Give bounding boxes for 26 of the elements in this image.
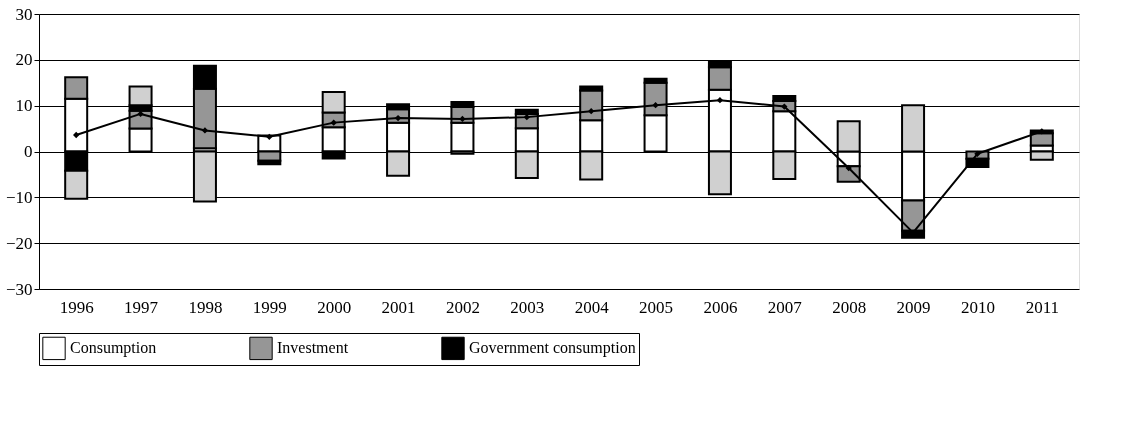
x-tick-label: 2003 (510, 297, 545, 317)
y-tick-label: −10 (5, 187, 33, 207)
x-tick-label: 2007 (767, 297, 803, 317)
x-tick-label: 2002 (445, 297, 480, 317)
legend-label: Government consumption (469, 339, 636, 358)
x-tick-label: 1996 (59, 297, 94, 317)
x-tick-label: 1998 (188, 297, 223, 317)
x-tick-label: 2011 (1025, 297, 1059, 317)
x-tick-label: 2010 (960, 297, 995, 317)
x-tick-label: 2000 (317, 297, 352, 317)
x-tick-label: 2005 (639, 297, 674, 317)
x-tick-label: 2001 (381, 297, 416, 317)
legend-label: Investment (277, 339, 349, 357)
y-tick-label: 10 (15, 96, 33, 116)
x-tick-label: 1999 (252, 297, 287, 317)
legend-label: Consumption (70, 339, 157, 358)
x-tick-label: 2008 (832, 297, 867, 317)
x-tick-label: 2004 (574, 297, 610, 317)
y-tick-label: 0 (24, 142, 33, 161)
y-tick-label: 20 (15, 50, 33, 70)
y-tick-label: −20 (5, 233, 33, 253)
x-tick-label: 1997 (124, 297, 159, 317)
y-tick-label: −30 (5, 279, 33, 299)
y-tick-label: 30 (15, 4, 33, 24)
x-tick-label: 2006 (703, 297, 738, 317)
x-tick-label: 2009 (896, 297, 931, 317)
